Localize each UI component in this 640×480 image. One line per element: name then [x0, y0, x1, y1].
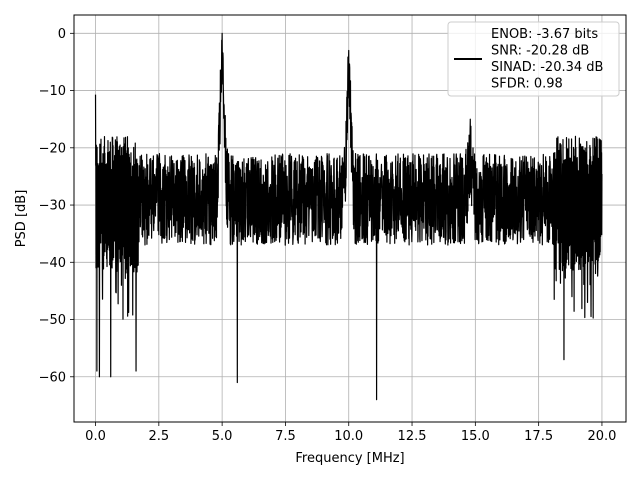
y-tick-label: −10: [39, 84, 66, 99]
x-tick-label: 10.0: [334, 429, 363, 444]
y-tick-label: −40: [39, 256, 66, 271]
legend-box: [447, 21, 620, 97]
x-tick-label: 12.5: [398, 429, 427, 444]
x-tick-label: 7.5: [275, 429, 296, 444]
x-tick-label: 2.5: [148, 429, 169, 444]
x-tick-label: 15.0: [461, 429, 490, 444]
y-tick-label: −50: [39, 313, 66, 328]
psd-series-line: [94, 32, 603, 401]
y-tick-label: −20: [39, 141, 66, 156]
legend-entry-sinad: SINAD: -20.34 dB: [491, 60, 603, 75]
legend: ENOB: -3.67 bits SNR: -20.28 dB SINAD: -…: [447, 21, 620, 97]
legend-entry-snr: SNR: -20.28 dB: [491, 44, 589, 59]
x-axis-label: Frequency [MHz]: [295, 451, 404, 466]
y-axis: 0 −10 −20 −30 −40 −50 −60: [39, 27, 74, 385]
x-tick-label: 20.0: [587, 429, 616, 444]
series-layer: [94, 32, 603, 401]
plot-frame: [73, 14, 627, 423]
y-tick-label: −30: [39, 199, 66, 214]
y-tick-label: 0: [58, 27, 66, 42]
y-tick-label: −60: [39, 370, 66, 385]
x-tick-label: 17.5: [524, 429, 553, 444]
x-axis: 0.0 2.5 5.0 7.5 10.0 12.5 15.0 17.5 20.0: [85, 422, 616, 444]
y-axis-label: PSD [dB]: [14, 190, 29, 248]
legend-entry-sfdr: SFDR: 0.98: [491, 77, 563, 92]
x-tick-label: 0.0: [85, 429, 106, 444]
legend-entry-enob: ENOB: -3.67 bits: [491, 27, 598, 42]
x-tick-label: 5.0: [212, 429, 233, 444]
